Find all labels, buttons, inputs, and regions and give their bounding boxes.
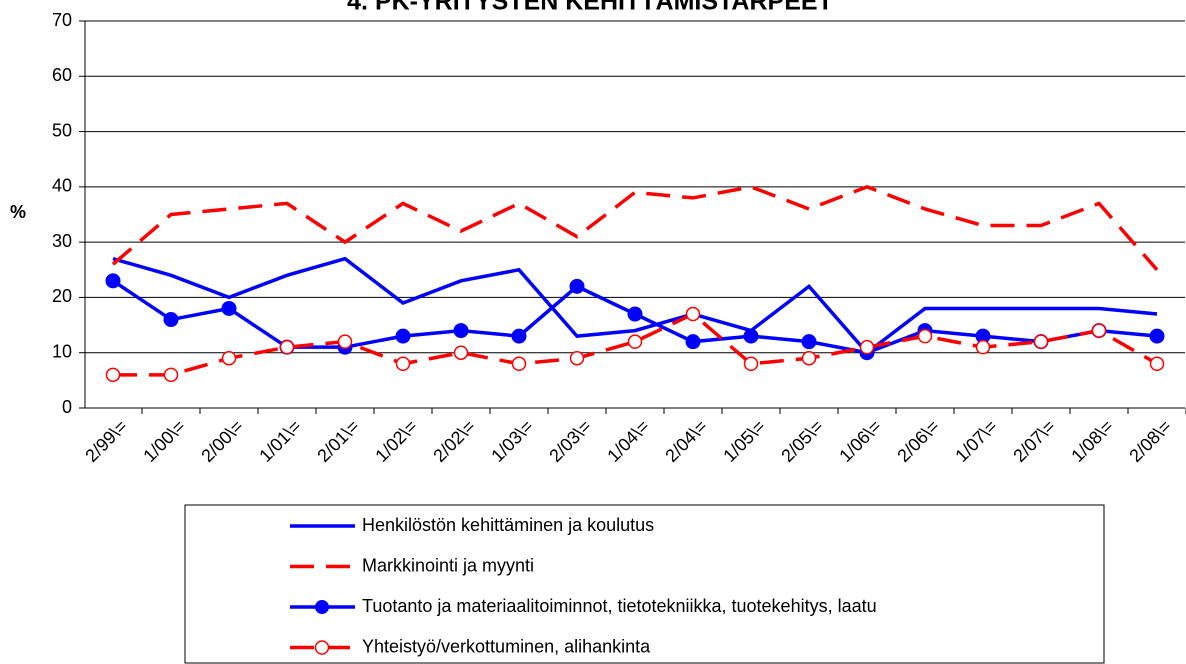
marker [743,328,759,344]
marker [511,356,527,372]
marker [221,300,237,316]
marker [221,350,237,366]
marker [917,328,933,344]
legend-label: Tuotanto ja materiaalitoiminnot, tietote… [362,596,877,616]
chart-title: 4. PK-YRITYSTEN KEHITTÄMISTARPEET [347,0,833,16]
legend-marker [315,600,329,614]
marker [1149,356,1165,372]
y-tick-label: 70 [52,10,72,30]
y-tick-label: 0 [62,397,72,417]
marker [511,328,527,344]
marker [569,278,585,294]
marker [337,334,353,349]
marker [859,339,875,355]
marker [105,367,121,383]
marker [163,367,179,383]
marker [1033,334,1049,349]
marker [105,273,121,289]
legend-label: Markkinointi ja myynti [362,555,534,575]
series-line [112,256,1158,356]
marker [801,350,817,366]
marker [1091,323,1107,338]
marker [569,350,585,366]
marker [453,345,469,360]
marker [163,312,179,328]
marker [279,339,295,355]
y-tick-label: 30 [52,231,72,251]
marker [627,334,643,349]
marker [685,334,701,350]
marker [627,306,643,322]
y-tick-label: 40 [52,176,72,196]
legend-marker [314,640,330,655]
marker [395,328,411,344]
y-tick-label: 60 [52,65,72,85]
marker [743,356,759,372]
marker [453,323,469,339]
y-tick-label: 10 [52,341,72,361]
legend-box [184,504,1105,664]
marker [801,334,817,350]
legend-label: Henkilöstön kehittäminen ja koulutus [362,515,654,535]
series-line [111,184,1159,271]
y-tick-label: 50 [52,120,72,140]
y-axis-label: % [10,202,26,222]
y-tick-label: 20 [52,286,72,306]
marker [685,306,701,322]
marker [1149,328,1165,344]
legend-label: Yhteistyö/verkottuminen, alihankinta [362,636,651,656]
marker [975,339,991,355]
marker [395,356,411,372]
